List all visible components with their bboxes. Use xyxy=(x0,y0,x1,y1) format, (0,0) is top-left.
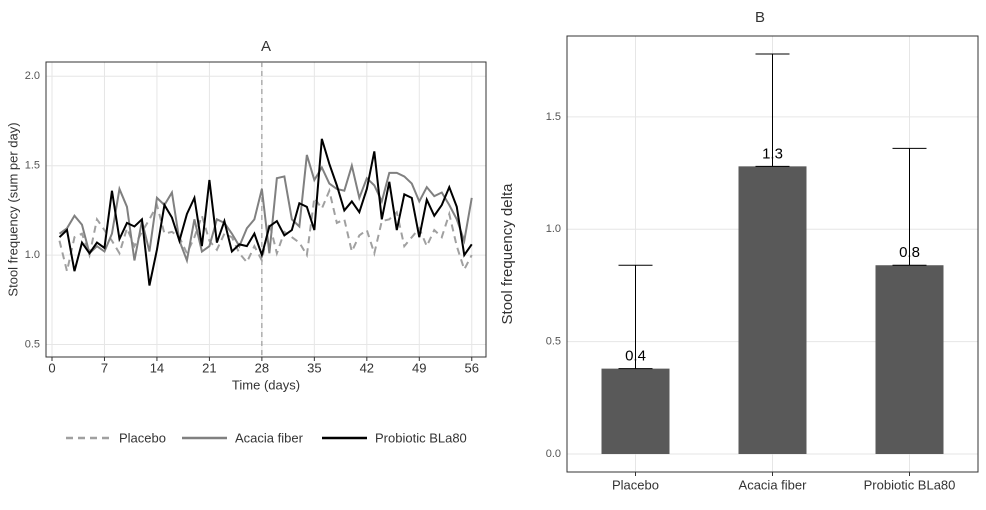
bar xyxy=(875,265,944,455)
chart-title: A xyxy=(261,38,271,55)
value-label: 1.3 xyxy=(762,145,783,162)
x-tick-label: 0 xyxy=(48,360,55,375)
chart-title: B xyxy=(755,9,765,26)
y-tick-label: 0.5 xyxy=(25,338,40,350)
y-tick-label: 0.5 xyxy=(546,336,561,348)
x-tick-label: Acacia fiber xyxy=(739,477,808,492)
plot-border xyxy=(45,61,487,358)
y-tick-label: 1.5 xyxy=(25,160,40,172)
plot-border xyxy=(566,35,979,473)
x-tick-label: 7 xyxy=(101,360,108,375)
y-tick-label: 1.5 xyxy=(546,111,561,123)
x-tick-label: Placebo xyxy=(612,477,659,492)
bar xyxy=(738,166,807,455)
x-tick-label: 28 xyxy=(255,360,269,375)
bar xyxy=(601,368,670,455)
x-tick-label: 35 xyxy=(307,360,321,375)
legend-label: Probiotic BLa80 xyxy=(375,430,467,445)
y-tick-label: 1.0 xyxy=(546,223,561,235)
x-tick-label: 14 xyxy=(150,360,164,375)
x-tick-label: Probiotic BLa80 xyxy=(864,477,956,492)
series-line xyxy=(58,154,473,265)
x-tick-label: 42 xyxy=(360,360,374,375)
y-tick-label: 0.0 xyxy=(546,448,561,460)
series-line xyxy=(58,187,473,272)
x-axis-label: Time (days) xyxy=(232,377,300,392)
legend-label: Acacia fiber xyxy=(235,430,304,445)
x-tick-label: 56 xyxy=(465,360,479,375)
x-tick-label: 21 xyxy=(202,360,216,375)
y-axis-label: Stool frequency delta xyxy=(499,183,516,325)
y-tick-label: 2.0 xyxy=(25,70,40,82)
y-axis-label: Stool frequency (sum per day) xyxy=(5,122,20,296)
x-tick-label: 49 xyxy=(412,360,426,375)
value-label: 0.4 xyxy=(625,348,646,365)
legend-label: Placebo xyxy=(119,430,166,445)
value-label: 0.8 xyxy=(899,244,920,261)
y-tick-label: 1.0 xyxy=(25,249,40,261)
series-line xyxy=(58,138,473,286)
